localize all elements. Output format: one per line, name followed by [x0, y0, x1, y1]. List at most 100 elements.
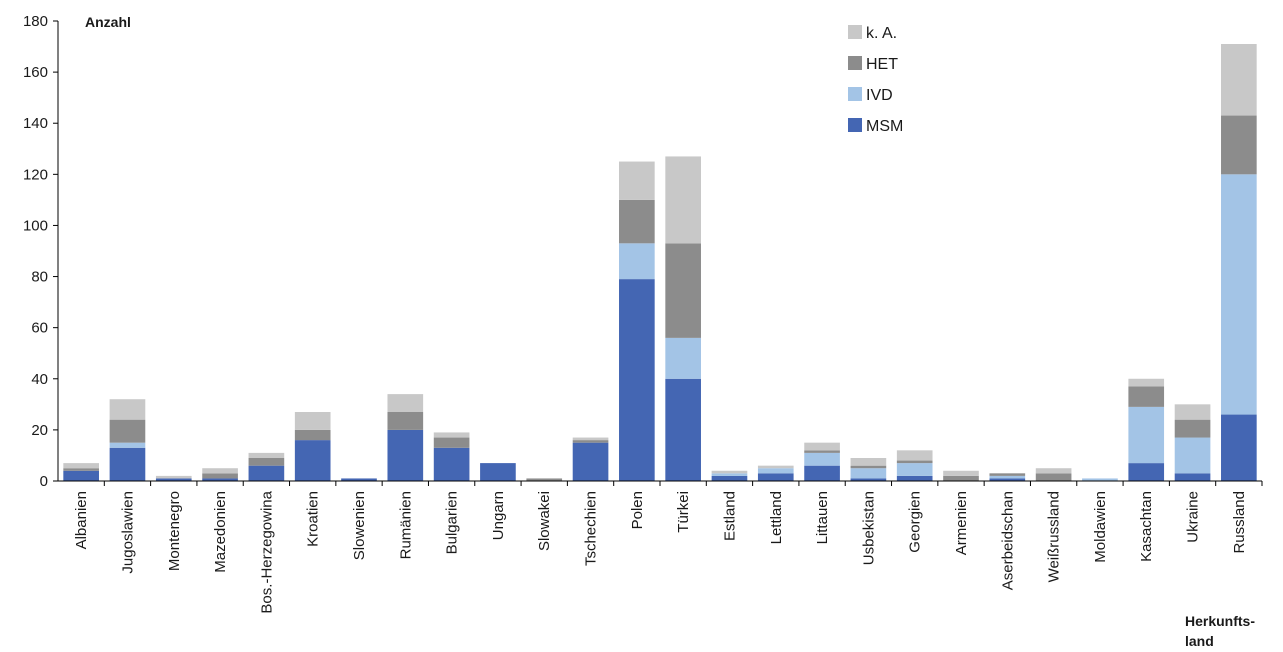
- bar-Bos.-Herzegowina-MSM: [248, 465, 285, 481]
- x-tick-label-Georgien: Georgien: [907, 491, 924, 553]
- legend-swatch-k. A.: [848, 25, 862, 39]
- bars: [63, 44, 1257, 481]
- bar-Bos.-Herzegowina-HET: [248, 458, 285, 466]
- bar-Moldawien-IVD: [1082, 478, 1118, 481]
- bar-Bos.-Herzegowina-k. A.: [248, 452, 285, 458]
- bar-Mazedonien-k. A.: [202, 468, 238, 474]
- bar-Kasachtan-HET: [1128, 386, 1165, 407]
- bar-Littauen-IVD: [804, 452, 840, 466]
- x-tick-label-Mazedonien: Mazedonien: [212, 491, 229, 573]
- x-axis-title-line-2: land: [1185, 633, 1214, 649]
- legend-label-MSM: MSM: [866, 118, 903, 135]
- bar-Tschechien-k. A.: [572, 437, 609, 441]
- x-tick-label-Usbekistan: Usbekistan: [860, 491, 877, 565]
- y-tick-label-80: 80: [31, 269, 48, 286]
- bar-Rumänien-k. A.: [387, 394, 424, 412]
- x-tick-label-Jugoslawien: Jugoslawien: [119, 491, 136, 574]
- x-tick-label-Albanien: Albanien: [73, 491, 90, 549]
- x-axis-title-line-1: Herkunfts-: [1185, 613, 1255, 629]
- bar-Ukraine-MSM: [1174, 473, 1211, 481]
- x-tick-label-Moldawien: Moldawien: [1092, 491, 1109, 563]
- bar-Estland-IVD: [711, 473, 748, 476]
- bar-Usbekistan-IVD: [850, 468, 887, 479]
- bar-Polen-MSM: [619, 279, 655, 481]
- bar-Ukraine-HET: [1174, 419, 1211, 438]
- x-tick-label-Ukraine: Ukraine: [1185, 491, 1202, 543]
- bar-Georgien-k. A.: [896, 450, 933, 461]
- bar-Lettland-MSM: [757, 473, 794, 481]
- x-tick-label-Bos.-Herzegowina: Bos.-Herzegowina: [258, 490, 275, 613]
- y-tick-label-180: 180: [23, 13, 48, 30]
- bar-Lettland-IVD: [757, 468, 794, 474]
- legend-swatch-MSM: [848, 118, 862, 132]
- bar-Littauen-HET: [804, 450, 840, 453]
- bar-Kroatien-HET: [294, 429, 331, 441]
- bar-Weißrussland-k. A.: [1035, 468, 1072, 474]
- bar-Usbekistan-HET: [850, 465, 887, 469]
- bar-Slowenien-MSM: [341, 478, 377, 481]
- bar-Ukraine-k. A.: [1174, 404, 1211, 420]
- legend-swatch-IVD: [848, 87, 862, 101]
- bar-Tschechien-HET: [572, 440, 609, 443]
- bar-Rumänien-MSM: [387, 429, 424, 481]
- bar-Russland-HET: [1221, 115, 1257, 175]
- bar-Estland-k. A.: [711, 470, 748, 474]
- bar-Montenegro-MSM: [155, 478, 192, 481]
- bar-Rumänien-HET: [387, 412, 424, 430]
- x-tick-label-Slowenien: Slowenien: [351, 491, 368, 560]
- bar-Littauen-MSM: [804, 465, 840, 481]
- x-tick-label-Weißrussland: Weißrussland: [1046, 491, 1063, 582]
- legend-swatch-HET: [848, 56, 862, 70]
- x-tick-label-Lettland: Lettland: [768, 491, 785, 544]
- legend-label-k. A.: k. A.: [866, 25, 897, 42]
- bar-Albanien-MSM: [63, 470, 99, 481]
- bar-Armenien-HET: [943, 475, 979, 481]
- legend-label-HET: HET: [866, 56, 898, 73]
- bar-Russland-MSM: [1221, 414, 1257, 481]
- x-tick-label-Rumänien: Rumänien: [397, 491, 414, 559]
- x-tick-label-Tschechien: Tschechien: [583, 491, 600, 566]
- y-tick-label-140: 140: [23, 115, 48, 132]
- bar-Estland-MSM: [711, 475, 748, 481]
- bar-Russland-k. A.: [1221, 44, 1257, 116]
- y-axis-ticks: 0 20 40 60 80 100 120 140 160 180: [23, 13, 58, 490]
- x-tick-label-Montenegro: Montenegro: [166, 491, 183, 571]
- bar-Jugoslawien-IVD: [109, 442, 146, 448]
- bar-Georgien-IVD: [896, 463, 933, 476]
- bar-Albanien-k. A.: [63, 463, 99, 469]
- y-tick-label-40: 40: [31, 371, 48, 388]
- bar-Jugoslawien-k. A.: [109, 399, 146, 420]
- bar-Weißrussland-HET: [1035, 473, 1072, 481]
- bar-Ungarn-MSM: [480, 463, 516, 481]
- x-tick-label-Polen: Polen: [629, 491, 646, 529]
- bar-Georgien-MSM: [896, 475, 933, 481]
- bar-Polen-k. A.: [619, 161, 655, 200]
- bar-Jugoslawien-HET: [109, 419, 146, 443]
- bar-Türkei-IVD: [665, 337, 701, 379]
- bar-Bulgarien-HET: [433, 437, 470, 448]
- y-tick-label-160: 160: [23, 64, 48, 81]
- x-tick-label-Armenien: Armenien: [953, 491, 970, 555]
- x-tick-label-Bulgarien: Bulgarien: [444, 491, 461, 554]
- bar-Aserbeidschan-MSM: [989, 478, 1026, 481]
- bar-Bulgarien-MSM: [433, 447, 470, 481]
- bar-Türkei-MSM: [665, 378, 701, 481]
- x-tick-label-Aserbeidschan: Aserbeidschan: [999, 491, 1016, 590]
- bar-Kasachtan-MSM: [1128, 463, 1165, 481]
- bar-Usbekistan-MSM: [850, 478, 887, 481]
- x-tick-label-Kasachtan: Kasachtan: [1138, 491, 1155, 562]
- bar-Kroatien-MSM: [294, 440, 331, 481]
- bar-Usbekistan-k. A.: [850, 458, 887, 466]
- bar-Littauen-k. A.: [804, 442, 840, 451]
- x-tick-label-Estland: Estland: [721, 491, 738, 541]
- x-tick-label-Littauen: Littauen: [814, 491, 831, 544]
- bar-Kasachtan-k. A.: [1128, 378, 1165, 387]
- bar-Mazedonien-MSM: [202, 478, 238, 481]
- y-tick-label-0: 0: [40, 473, 48, 490]
- x-tick-label-Kroatien: Kroatien: [305, 491, 322, 547]
- legend-label-IVD: IVD: [866, 87, 893, 104]
- bar-Polen-IVD: [619, 243, 655, 280]
- y-tick-label-20: 20: [31, 422, 48, 439]
- bar-Polen-HET: [619, 199, 655, 244]
